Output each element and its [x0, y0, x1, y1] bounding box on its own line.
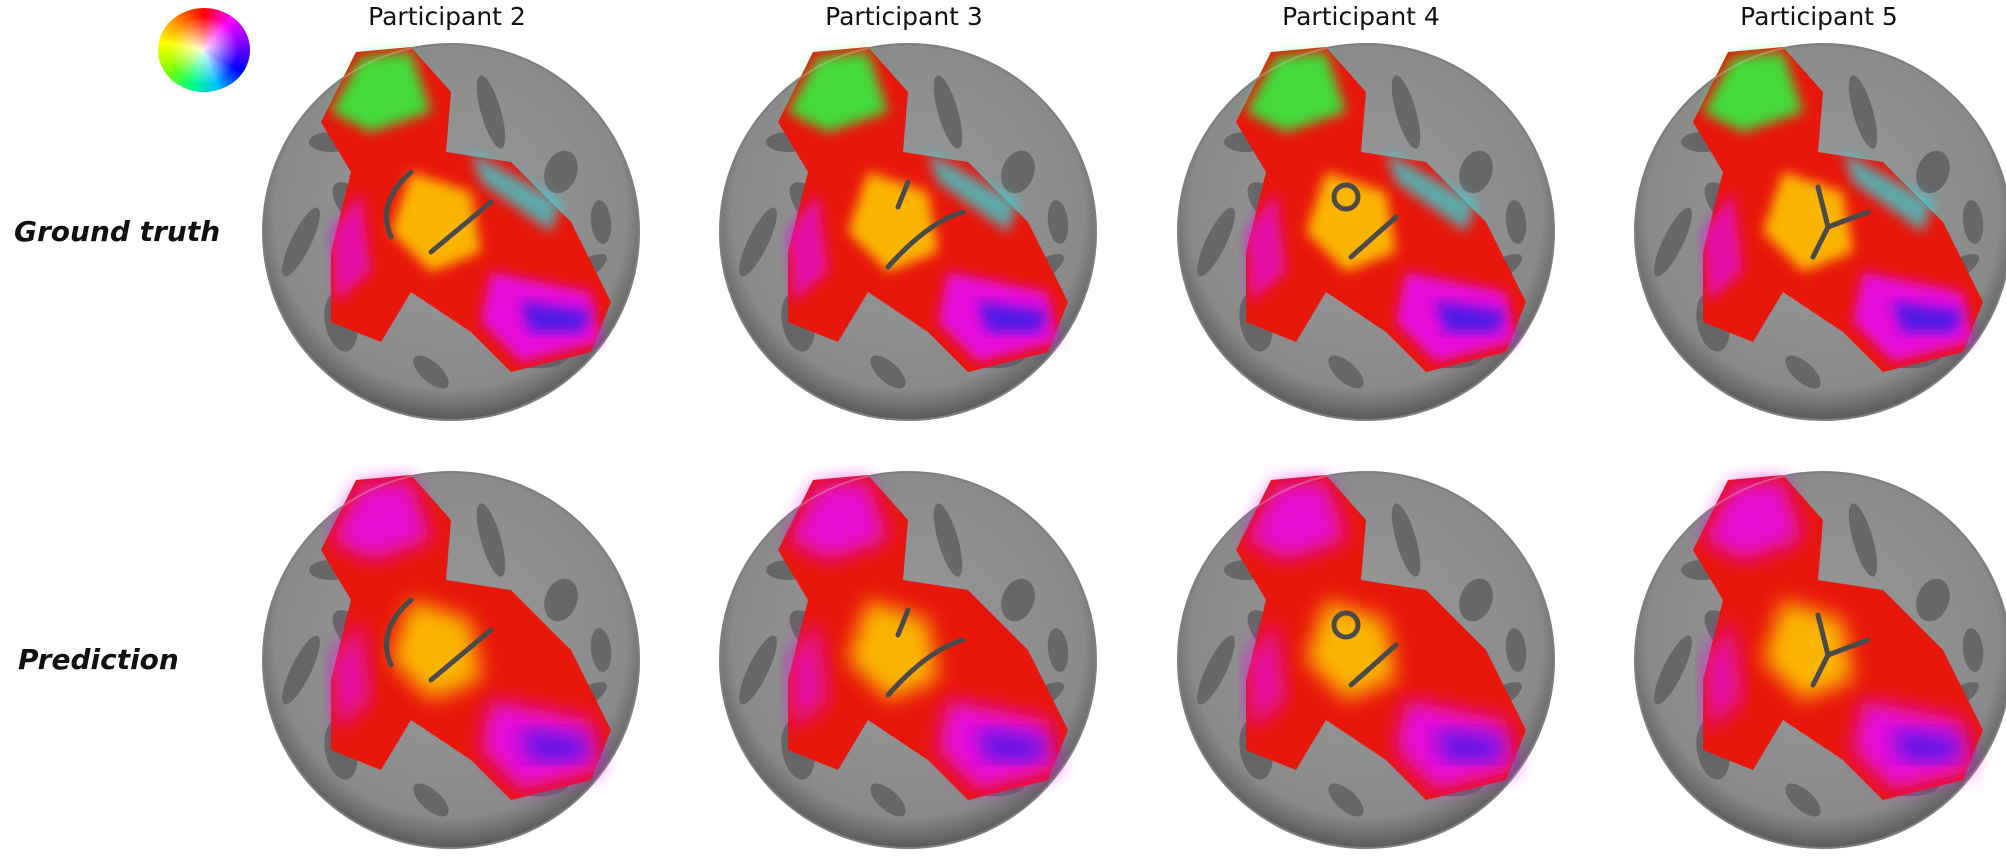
visual-area-boundary-markers — [1810, 184, 1871, 260]
sphere-rim — [719, 43, 1097, 421]
column-title-participant-4: Participant 4 — [1282, 2, 1440, 31]
ground-truth-sphere-participant-3 — [719, 43, 1097, 421]
sphere-rim — [1177, 43, 1555, 421]
retinotopic-map-overlay — [778, 47, 1068, 372]
retinotopic-map-overlay — [1693, 47, 1983, 372]
ground-truth-sphere-participant-4 — [1177, 43, 1555, 421]
sphere-rim — [1177, 471, 1555, 849]
polar-angle-color-wheel-icon — [158, 8, 250, 92]
column-title-participant-2: Participant 2 — [368, 2, 526, 31]
row-label-prediction: Prediction — [18, 643, 179, 676]
sphere-rim — [719, 471, 1097, 849]
column-title-participant-3: Participant 3 — [825, 2, 983, 31]
visual-area-boundary-markers — [1331, 182, 1399, 260]
sphere-rim — [262, 471, 640, 849]
row-label-ground-truth: Ground truth — [14, 215, 221, 248]
sphere-rim — [262, 43, 640, 421]
sphere-rim — [1634, 43, 2006, 421]
prediction-sphere-participant-4 — [1177, 471, 1555, 849]
prediction-sphere-participant-5 — [1634, 471, 2006, 849]
prediction-sphere-participant-2 — [262, 471, 640, 849]
visual-area-boundary-markers — [1331, 610, 1399, 688]
visual-area-boundary-markers — [384, 597, 494, 683]
column-title-participant-5: Participant 5 — [1740, 2, 1898, 31]
retinotopic-map-overlay — [1693, 475, 1983, 800]
visual-area-boundary-markers — [885, 607, 966, 698]
visual-area-boundary-markers — [384, 169, 494, 255]
sphere-rim — [1634, 471, 2006, 849]
retinotopic-map-overlay — [778, 475, 1068, 800]
retinotopic-map-overlay — [321, 475, 611, 800]
retinotopic-map-overlay — [1236, 47, 1526, 372]
retinotopic-map-overlay — [1236, 475, 1526, 800]
visual-area-boundary-markers — [1810, 612, 1871, 688]
ground-truth-sphere-participant-2 — [262, 43, 640, 421]
retinotopic-map-overlay — [321, 47, 611, 372]
prediction-sphere-participant-3 — [719, 471, 1097, 849]
ground-truth-sphere-participant-5 — [1634, 43, 2006, 421]
visual-area-boundary-markers — [885, 179, 966, 270]
